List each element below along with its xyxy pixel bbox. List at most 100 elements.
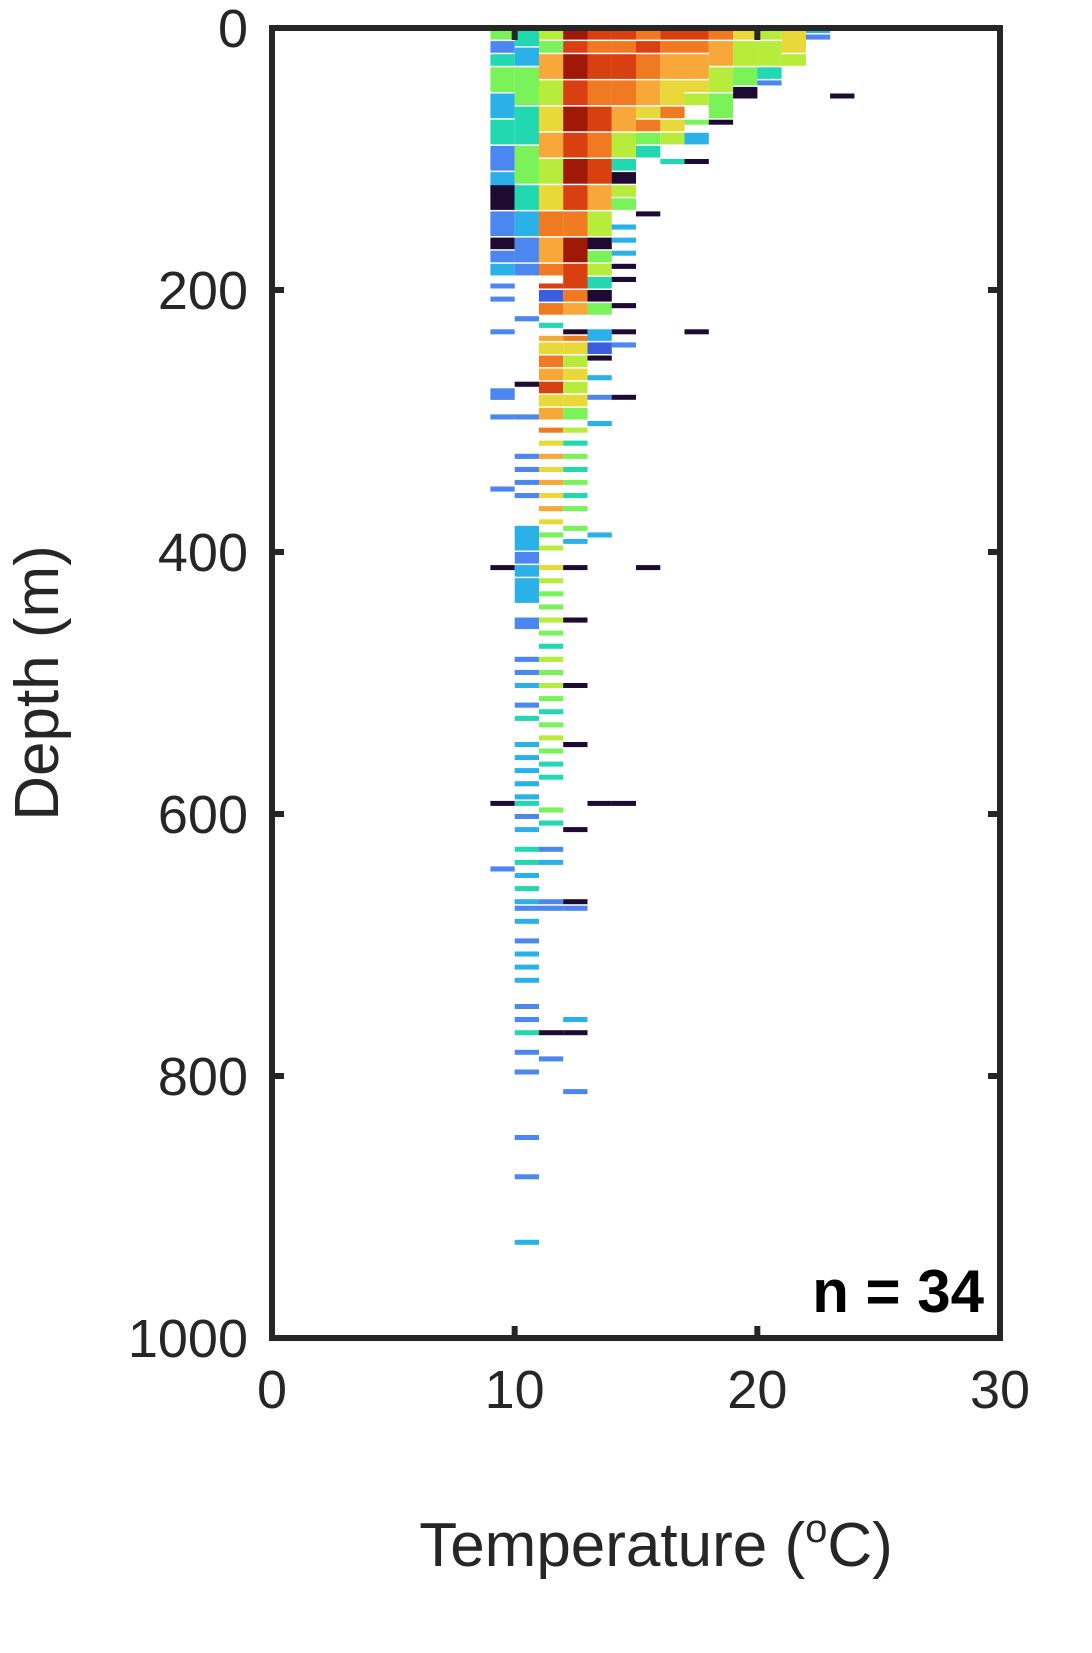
heatmap-cells — [490, 28, 855, 1245]
heatmap-cell — [538, 683, 564, 688]
heatmap-cell — [587, 303, 612, 315]
heatmap-cell — [490, 388, 515, 400]
heatmap-cell — [514, 617, 539, 630]
heatmap-cell — [538, 617, 564, 623]
heatmap-cell — [514, 525, 539, 551]
heatmap-cell — [587, 342, 612, 354]
heatmap-cell — [538, 774, 564, 780]
heatmap-cell — [538, 185, 564, 210]
heatmap-cell — [514, 106, 539, 145]
heatmap-cell — [490, 67, 515, 92]
heatmap-cell — [538, 899, 564, 905]
heatmap-cell — [538, 696, 564, 702]
heatmap-cell — [538, 237, 564, 263]
heatmap-cell — [563, 407, 588, 420]
heatmap-cell — [611, 237, 636, 243]
heatmap-cell — [514, 67, 539, 106]
tick-labels: 0 10 20 30 0 200 400 600 800 1000 — [128, 0, 1030, 1420]
heatmap-cell — [538, 1056, 564, 1062]
heatmap-cell — [708, 67, 734, 92]
heatmap-cell — [538, 748, 564, 754]
heatmap-cell — [708, 93, 734, 119]
heatmap-cell — [538, 453, 564, 459]
heatmap-cell — [660, 54, 685, 79]
heatmap-cell — [587, 263, 612, 276]
heatmap-cell — [587, 329, 612, 341]
sample-count-annotation: n = 34 — [812, 1258, 984, 1325]
heatmap-cell — [538, 342, 564, 354]
heatmap-cell — [514, 814, 539, 819]
heatmap-cell — [514, 578, 539, 603]
heatmap-cell — [587, 80, 612, 106]
y-tick-label: 600 — [158, 785, 248, 845]
heatmap-cell — [660, 119, 685, 132]
heatmap-cell — [587, 41, 612, 53]
heatmap-cell — [708, 28, 734, 40]
heatmap-cell — [660, 41, 685, 53]
heatmap-cell — [660, 28, 685, 40]
heatmap-cell — [514, 827, 539, 833]
heatmap-cell — [514, 414, 539, 420]
heatmap-cell — [514, 316, 539, 322]
heatmap-cell — [587, 211, 612, 237]
heatmap-cell — [538, 820, 564, 826]
heatmap-cell — [563, 185, 588, 210]
heatmap-cell — [636, 145, 661, 158]
heatmap-cell — [538, 735, 564, 741]
heatmap-cell — [538, 846, 564, 852]
heatmap-cell — [514, 768, 539, 774]
heatmap-cell — [684, 80, 709, 92]
heatmap-cell — [563, 355, 588, 368]
heatmap-cell — [757, 80, 782, 86]
heatmap-cell — [490, 329, 515, 335]
heatmap-cell — [514, 1135, 539, 1140]
heatmap-cell — [587, 28, 612, 40]
heatmap-cell — [563, 427, 588, 433]
y-tick-label: 200 — [158, 261, 248, 321]
heatmap-cell — [563, 381, 588, 394]
heatmap-cell — [733, 41, 758, 66]
heatmap-cell — [538, 905, 564, 911]
heatmap-cell — [514, 859, 539, 865]
x-axis-label-end: C) — [827, 1511, 892, 1580]
heatmap-cell — [660, 106, 685, 119]
heatmap-cell — [563, 493, 588, 499]
heatmap-cell — [514, 1049, 539, 1055]
heatmap-cell — [611, 172, 636, 184]
heatmap-cell — [781, 28, 806, 53]
heatmap-cell — [611, 394, 636, 400]
heatmap-cell — [636, 565, 661, 571]
heatmap-cell — [538, 578, 564, 584]
heatmap-cell — [490, 283, 515, 289]
heatmap-cell — [538, 722, 564, 728]
heatmap-cell — [490, 565, 515, 571]
heatmap-cell — [514, 479, 539, 485]
heatmap-cell — [514, 964, 539, 970]
heatmap-cell — [587, 250, 612, 263]
heatmap-cell — [611, 329, 636, 335]
heatmap-cell — [538, 532, 564, 538]
heatmap-cell — [490, 250, 515, 263]
heatmap-cell — [757, 67, 782, 79]
heatmap-cell — [538, 1030, 564, 1036]
heatmap-cell — [538, 807, 564, 813]
heatmap-cell — [636, 211, 661, 217]
heatmap-cell — [636, 41, 661, 53]
heatmap-cell — [611, 28, 636, 40]
heatmap-cell — [514, 715, 539, 721]
heatmap-cell — [563, 742, 588, 748]
heatmap-cell — [587, 132, 612, 158]
heatmap-cell — [538, 132, 564, 158]
heatmap-cell — [563, 106, 588, 132]
heatmap-cell — [587, 421, 612, 427]
heatmap-cell — [514, 453, 539, 459]
heatmap-cell — [757, 28, 782, 40]
heatmap-cell — [538, 283, 564, 289]
heatmap-cell — [587, 532, 612, 538]
heatmap-cell — [538, 669, 564, 675]
heatmap-cell — [514, 1069, 539, 1075]
heatmap-cell — [514, 381, 539, 387]
heatmap-cell — [538, 263, 564, 276]
heatmap-cell — [514, 669, 539, 675]
